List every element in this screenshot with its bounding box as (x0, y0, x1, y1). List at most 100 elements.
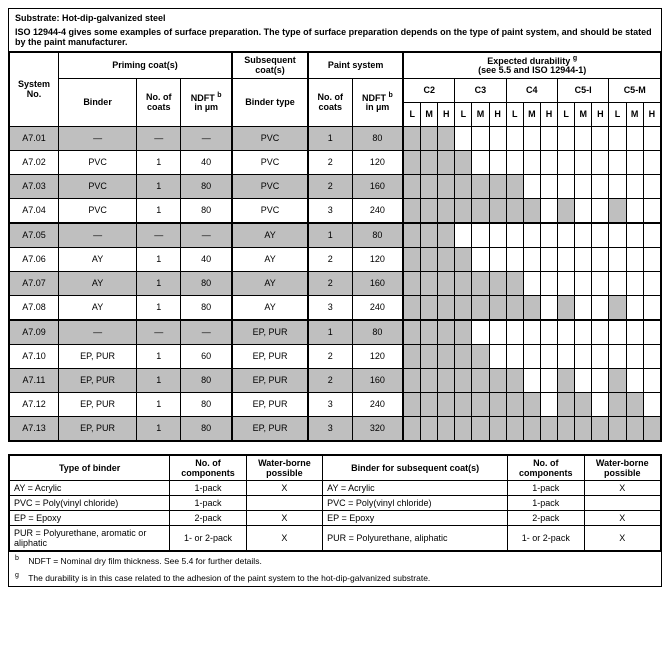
cell: 160 (352, 271, 403, 295)
leg-col-water2: Water-borne possible (584, 455, 660, 480)
legend-cell: X (246, 525, 322, 550)
leg-col-comp2: No. of components (508, 455, 584, 480)
col-no-coats-1: No. of coats (137, 78, 181, 126)
durability-cell (592, 126, 609, 150)
legend-cell: X (246, 510, 322, 525)
durability-cell (558, 247, 575, 271)
durability-cell (626, 247, 643, 271)
durability-cell (489, 271, 506, 295)
durability-cell (626, 344, 643, 368)
durability-cell (403, 392, 420, 416)
durability-cell (438, 368, 455, 392)
cell: AY (58, 247, 136, 271)
durability-cell (558, 271, 575, 295)
durability-cell (592, 247, 609, 271)
durability-cell (506, 392, 523, 416)
table-row: A7.10EP, PUR160EP, PUR2120 (10, 344, 661, 368)
cell: PVC (232, 174, 308, 198)
note-g-text: The durability is in this case related t… (28, 573, 430, 583)
cell: 80 (181, 416, 232, 440)
cell: — (58, 320, 136, 345)
legend-cell (584, 495, 660, 510)
cell: 80 (352, 223, 403, 248)
cell: 80 (181, 368, 232, 392)
cell: EP, PUR (232, 416, 308, 440)
durability-cell (575, 223, 592, 248)
cell: A7.04 (10, 198, 59, 223)
cell: 1 (137, 295, 181, 320)
durability-cell (455, 344, 472, 368)
cell: 2 (308, 368, 352, 392)
cell: — (181, 126, 232, 150)
lmh: L (558, 102, 575, 126)
cell: EP, PUR (58, 344, 136, 368)
substrate-title: Substrate: Hot-dip-galvanized steel (15, 13, 655, 23)
legend-cell: 1- or 2-pack (170, 525, 246, 550)
table-row: A7.07AY180AY2160 (10, 271, 661, 295)
lmh: M (472, 102, 489, 126)
cell: 80 (181, 174, 232, 198)
durability-cell (592, 271, 609, 295)
lmh: L (609, 102, 626, 126)
durability-cell (609, 320, 626, 345)
ndft-sup1: b (217, 92, 221, 99)
durability-cell (523, 320, 540, 345)
col-c3: C3 (455, 78, 506, 102)
durability-cell (575, 368, 592, 392)
durability-cell (403, 320, 420, 345)
durability-cell (472, 198, 489, 223)
cell: 1 (308, 320, 352, 345)
cell: 80 (352, 126, 403, 150)
durability-cell (643, 174, 660, 198)
durability-cell (575, 126, 592, 150)
cell: A7.01 (10, 126, 59, 150)
cell: A7.05 (10, 223, 59, 248)
lmh: H (643, 102, 660, 126)
durability-cell (489, 150, 506, 174)
legend-cell: 2-pack (170, 510, 246, 525)
durability-cell (575, 174, 592, 198)
durability-cell (506, 368, 523, 392)
durability-cell (643, 271, 660, 295)
durability-cell (558, 198, 575, 223)
durability-cell (558, 320, 575, 345)
durability-cell (523, 295, 540, 320)
durability-cell (438, 223, 455, 248)
cell: 320 (352, 416, 403, 440)
durability-cell (558, 295, 575, 320)
expected-sup: g (573, 55, 577, 62)
durability-cell (506, 416, 523, 440)
durability-cell (609, 271, 626, 295)
durability-cell (455, 368, 472, 392)
durability-cell (455, 295, 472, 320)
durability-cell (609, 223, 626, 248)
durability-cell (421, 198, 438, 223)
cell: A7.08 (10, 295, 59, 320)
durability-cell (558, 416, 575, 440)
durability-cell (643, 344, 660, 368)
col-subsequent: Subsequent coat(s) (232, 52, 308, 78)
legend-cell: 1-pack (170, 480, 246, 495)
durability-cell (506, 320, 523, 345)
durability-cell (540, 271, 557, 295)
durability-cell (523, 368, 540, 392)
cell: — (58, 223, 136, 248)
cell: PVC (232, 150, 308, 174)
table-row: A7.04PVC180PVC3240 (10, 198, 661, 223)
durability-cell (438, 126, 455, 150)
durability-cell (489, 392, 506, 416)
durability-cell (506, 126, 523, 150)
durability-cell (403, 174, 420, 198)
durability-cell (506, 247, 523, 271)
cell: 2 (308, 247, 352, 271)
durability-cell (421, 174, 438, 198)
durability-cell (643, 198, 660, 223)
durability-cell (523, 344, 540, 368)
durability-cell (438, 344, 455, 368)
lmh: L (506, 102, 523, 126)
cell: A7.06 (10, 247, 59, 271)
cell: PVC (58, 174, 136, 198)
durability-cell (575, 344, 592, 368)
durability-cell (421, 271, 438, 295)
durability-cell (592, 295, 609, 320)
